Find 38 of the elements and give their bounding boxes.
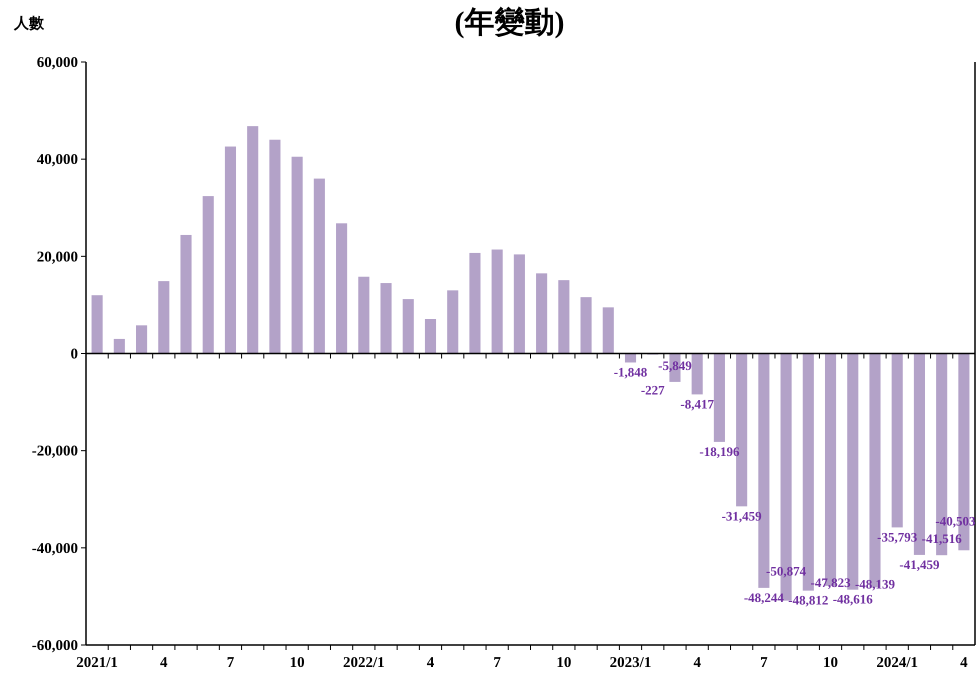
x-tick-label: 7	[226, 655, 235, 671]
x-tick-label: 2023/1	[610, 655, 652, 671]
x-tick-label: 2021/1	[76, 655, 118, 671]
x-tick-label: 7	[493, 655, 502, 671]
data-label: -35,793	[877, 529, 918, 544]
y-tick-label: 0	[70, 346, 78, 362]
data-label: -48,244	[744, 590, 784, 605]
y-tick-label: -40,000	[32, 540, 78, 557]
data-label: -50,874	[766, 564, 807, 579]
x-tick-label: 4	[960, 655, 968, 671]
x-tick-label: 4	[693, 655, 702, 671]
data-label: -31,459	[722, 508, 762, 524]
data-label: -5,849	[658, 358, 692, 373]
data-label: -47,823	[810, 574, 852, 590]
chart-title: (年變動)	[454, 6, 564, 39]
y-tick-label: -20,000	[32, 444, 78, 460]
x-tick-label: 4	[426, 655, 435, 671]
data-label: -41,459	[899, 556, 940, 572]
y-tick-label: 60,000	[36, 55, 78, 71]
y-tick-label: 40,000	[36, 152, 78, 168]
x-tick-label: 10	[290, 655, 305, 671]
y-tick-label: -60,000	[32, 638, 78, 654]
x-tick-label: 2022/1	[342, 655, 385, 671]
y-tick-label: 20,000	[36, 249, 78, 266]
data-label: -48,139	[854, 576, 896, 592]
x-tick-label: 4	[160, 655, 168, 671]
x-tick-label: 7	[760, 655, 768, 671]
data-label: -8,417	[680, 396, 714, 412]
data-label: -48,812	[788, 592, 828, 608]
data-label: -227	[640, 382, 666, 398]
y-axis-title: 人數	[13, 15, 45, 32]
x-tick-label: 10	[556, 655, 572, 671]
data-label: -18,196	[699, 444, 740, 459]
data-label: -1,848	[614, 364, 648, 380]
x-tick-label: 2024/1	[876, 655, 918, 671]
data-label: -48,616	[832, 592, 874, 607]
data-label: -41,516	[922, 531, 962, 546]
x-tick-label: 10	[823, 655, 838, 671]
